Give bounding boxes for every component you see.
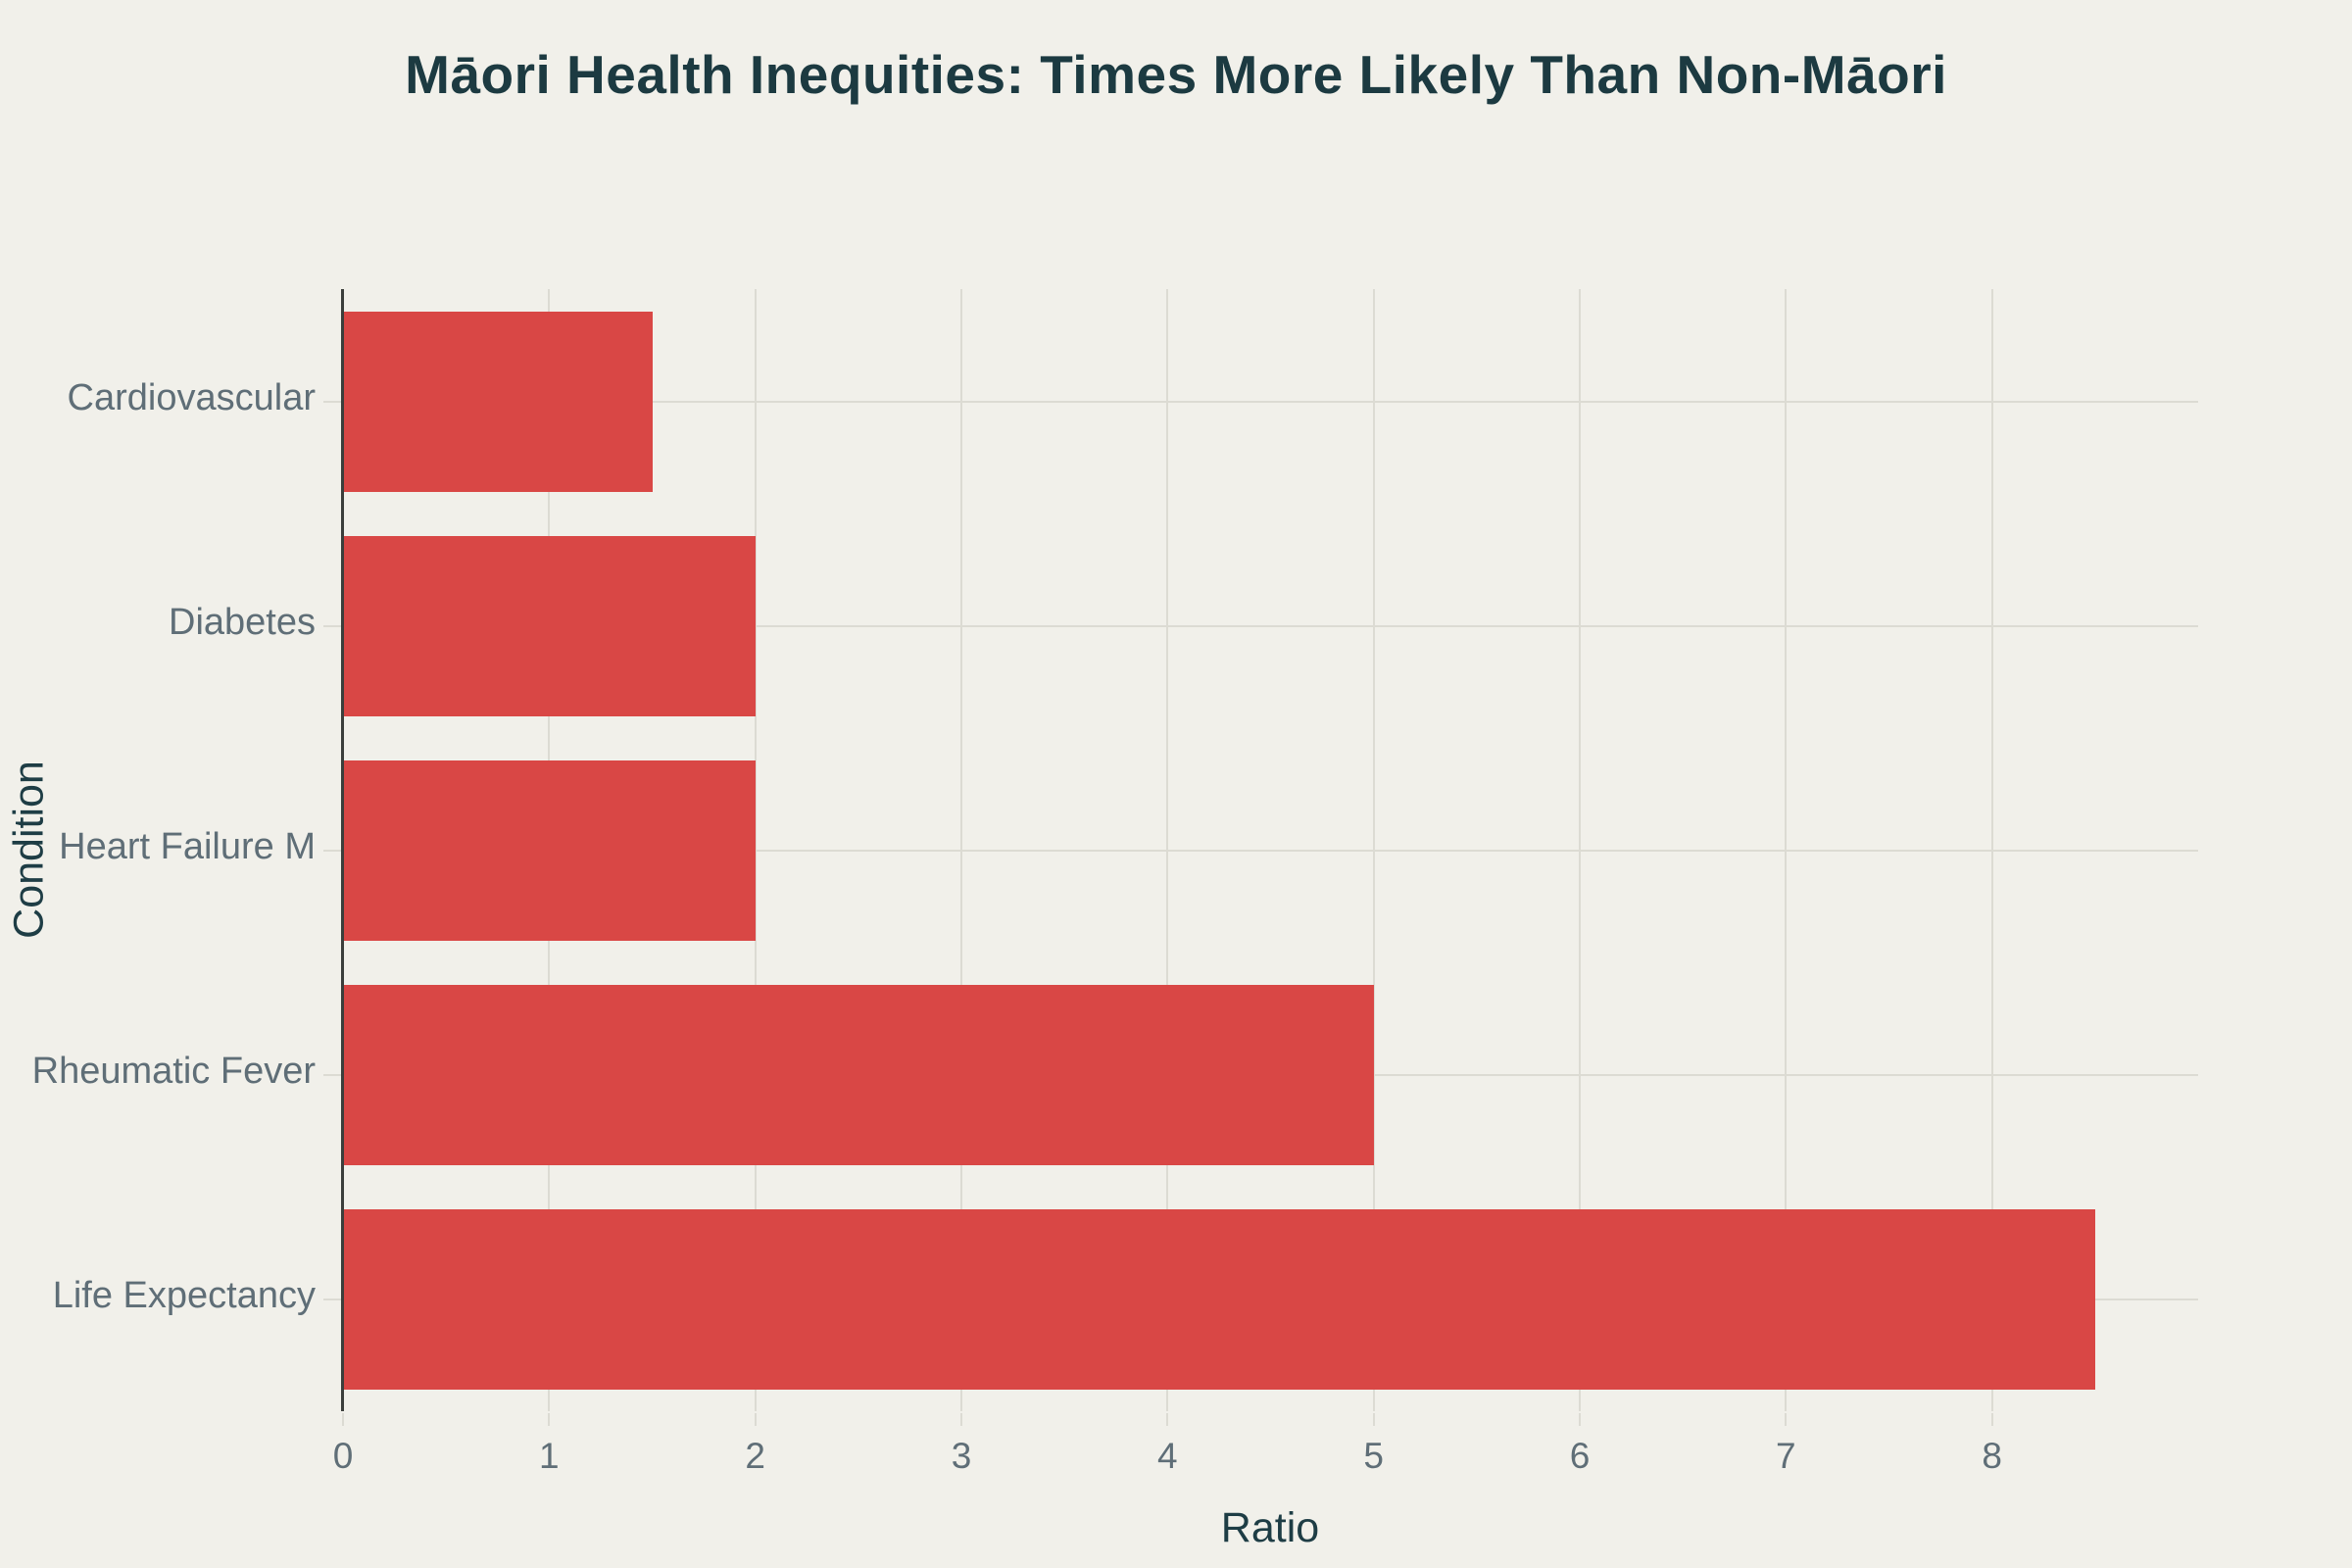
x-tick-label: 3 — [951, 1436, 972, 1476]
category-label: Cardiovascular — [67, 376, 316, 418]
category-label: Diabetes — [169, 601, 316, 643]
gridline-horizontal — [343, 849, 2198, 852]
x-tick-mark — [754, 1413, 757, 1426]
gridline-horizontal — [343, 624, 2198, 627]
bar — [343, 984, 1374, 1165]
x-tick-mark — [1785, 1413, 1788, 1426]
x-tick-label: 7 — [1776, 1436, 1796, 1476]
x-tick-mark — [1372, 1413, 1375, 1426]
y-tick-mark — [323, 1073, 341, 1076]
x-tick-label: 4 — [1157, 1436, 1178, 1476]
x-tick-label: 8 — [1982, 1436, 2002, 1476]
x-tick-label: 1 — [539, 1436, 560, 1476]
category-label: Life Expectancy — [52, 1274, 316, 1316]
x-tick-mark — [1166, 1413, 1169, 1426]
chart-title: Māori Health Inequities: Times More Like… — [405, 44, 1947, 105]
category-label: Rheumatic Fever — [31, 1050, 316, 1092]
y-axis-line — [341, 289, 344, 1411]
y-tick-mark — [323, 849, 341, 852]
x-tick-mark — [548, 1413, 551, 1426]
x-tick-label: 2 — [745, 1436, 765, 1476]
y-tick-mark — [323, 624, 341, 627]
x-tick-mark — [1990, 1413, 1993, 1426]
x-axis-title: Ratio — [1220, 1504, 1320, 1551]
gridline-horizontal — [343, 400, 2198, 403]
x-tick-label: 5 — [1363, 1436, 1384, 1476]
y-tick-mark — [323, 400, 341, 403]
x-tick-mark — [342, 1413, 344, 1426]
bar — [343, 535, 756, 716]
bar — [343, 760, 756, 941]
bar — [343, 1208, 2095, 1390]
y-tick-mark — [323, 1298, 341, 1300]
category-label: Heart Failure M — [59, 825, 316, 867]
x-tick-label: 0 — [332, 1436, 354, 1476]
bar — [343, 311, 653, 492]
x-tick-mark — [1579, 1413, 1581, 1426]
x-tick-mark — [960, 1413, 962, 1426]
x-tick-label: 6 — [1569, 1436, 1591, 1476]
